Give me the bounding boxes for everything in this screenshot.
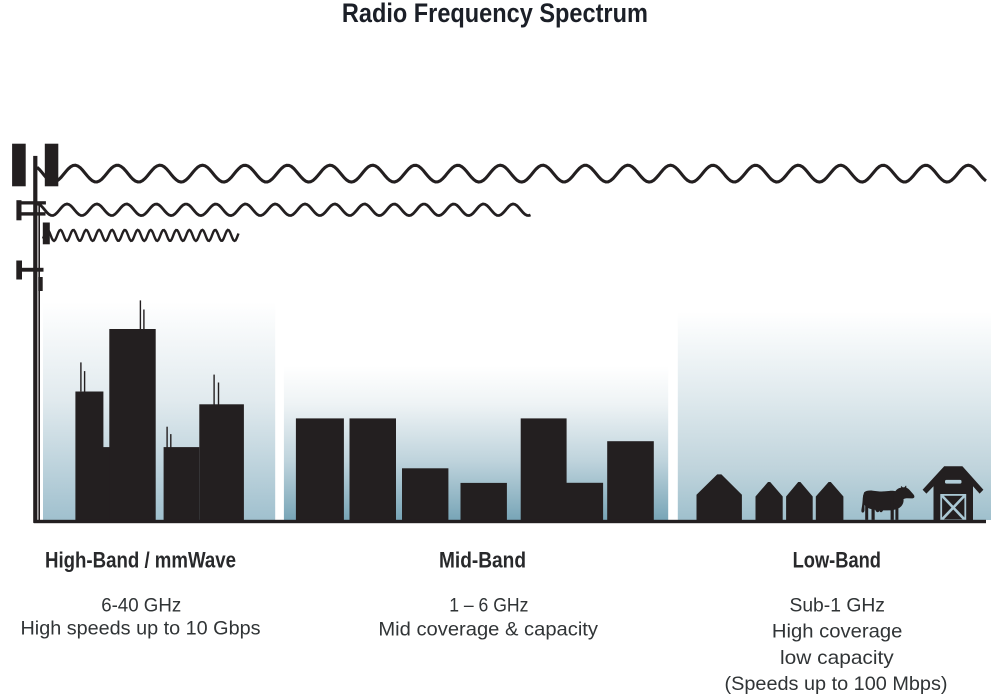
svg-text:Sub-1 GHz: Sub-1 GHz <box>789 595 885 617</box>
svg-text:Low-Band: Low-Band <box>793 548 881 573</box>
svg-text:High-Band / mmWave: High-Band / mmWave <box>45 548 236 573</box>
svg-text:(Speeds up to 100 Mbps): (Speeds up to 100 Mbps) <box>725 673 948 695</box>
svg-text:low capacity: low capacity <box>780 647 894 669</box>
svg-text:Mid coverage & capacity: Mid coverage & capacity <box>378 619 598 641</box>
svg-text:6-40 GHz: 6-40 GHz <box>101 595 181 617</box>
svg-text:High speeds up to 10 Gbps: High speeds up to 10 Gbps <box>21 617 261 639</box>
svg-text:1 – 6 GHz: 1 – 6 GHz <box>449 595 528 617</box>
svg-text:Mid-Band: Mid-Band <box>439 548 526 573</box>
svg-text:Radio Frequency Spectrum: Radio Frequency Spectrum <box>342 0 648 28</box>
svg-text:High coverage: High coverage <box>772 621 903 643</box>
